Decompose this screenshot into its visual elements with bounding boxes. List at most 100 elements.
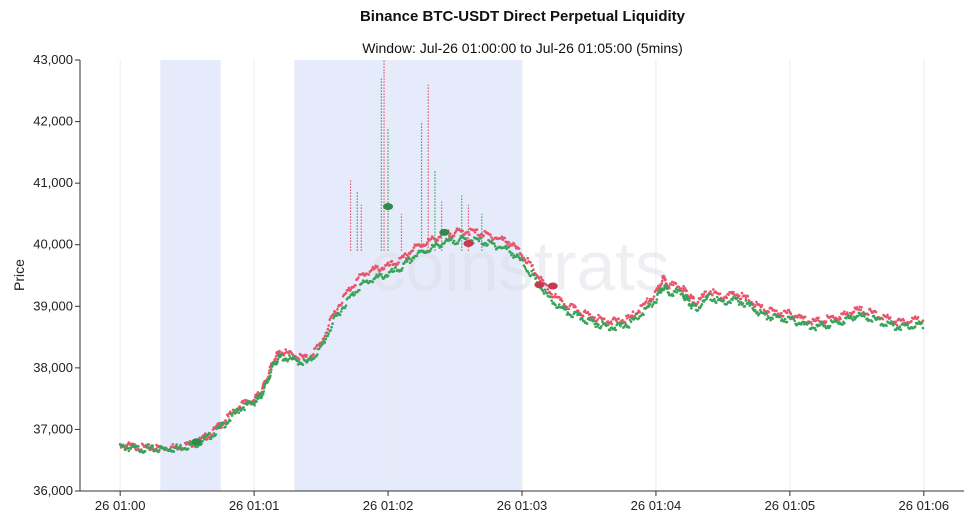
x-tick-label: 26 01:03 — [497, 498, 548, 513]
point-bid — [215, 427, 219, 431]
point-bid — [313, 356, 316, 360]
point-bid — [484, 241, 487, 245]
point-bid — [429, 247, 433, 250]
point-bid — [593, 322, 596, 326]
point-ask — [532, 268, 535, 272]
y-tick-label: 43,000 — [33, 52, 73, 67]
point-ask — [680, 287, 684, 290]
point-ask — [537, 277, 541, 280]
point-bid — [465, 237, 468, 240]
point-bid — [824, 324, 827, 328]
point-bid — [736, 299, 740, 303]
point-bid — [703, 299, 706, 302]
point-bid — [558, 303, 561, 306]
point-bid — [600, 325, 603, 328]
point-ask — [347, 286, 351, 290]
point-bid — [545, 291, 549, 295]
point-bid — [401, 267, 404, 270]
point-bid — [452, 239, 456, 243]
point-bid — [779, 315, 782, 319]
point-ask — [454, 229, 458, 233]
point-bid — [137, 445, 140, 448]
spikes — [349, 60, 483, 251]
point-ask — [397, 261, 400, 264]
point-bid — [535, 276, 538, 280]
point-bid — [228, 419, 232, 423]
point-bid — [608, 328, 612, 332]
point-bid — [619, 324, 622, 328]
point-bid — [331, 322, 334, 326]
point-bid — [207, 431, 211, 435]
point-bid — [257, 396, 260, 400]
point-ask — [855, 306, 859, 309]
trade-marker-bid — [383, 203, 394, 211]
point-bid — [326, 334, 330, 338]
trade-marker-ask — [463, 239, 474, 247]
point-bid — [897, 327, 901, 331]
grid-lines — [119, 60, 925, 491]
point-bid — [655, 301, 658, 304]
point-ask — [429, 237, 433, 241]
y-tick-label: 41,000 — [33, 175, 73, 190]
point-ask — [539, 275, 543, 279]
point-ask — [775, 309, 778, 313]
point-ask — [205, 437, 209, 441]
point-ask — [147, 443, 151, 446]
point-bid — [561, 305, 565, 309]
point-ask — [340, 301, 344, 305]
point-bid — [704, 295, 707, 299]
point-ask — [740, 291, 744, 295]
point-ask — [702, 293, 706, 296]
point-bid — [242, 406, 245, 409]
point-bid — [507, 246, 510, 249]
point-ask — [402, 255, 405, 259]
point-ask — [881, 317, 884, 321]
point-bid — [581, 317, 584, 321]
point-ask — [916, 316, 920, 319]
point-bid — [791, 315, 794, 318]
point-ask — [390, 259, 394, 263]
point-ask — [283, 352, 287, 355]
point-bid — [637, 317, 640, 320]
point-ask — [411, 249, 415, 252]
chart-title: Binance BTC-USDT Direct Perpetual Liquid… — [359, 8, 686, 25]
point-bid — [921, 326, 925, 330]
point-ask — [617, 317, 620, 321]
point-bid — [407, 256, 411, 260]
point-ask — [204, 432, 207, 435]
x-tick-label: 26 01:06 — [899, 498, 950, 513]
point-bid — [523, 265, 527, 269]
point-bid — [849, 315, 853, 318]
point-ask — [739, 297, 743, 301]
point-ask — [787, 308, 791, 312]
point-ask — [701, 295, 705, 298]
point-bid — [920, 321, 924, 324]
point-bid — [706, 295, 709, 299]
point-bid — [863, 315, 866, 318]
point-bid — [785, 320, 789, 324]
trade-marker-ask — [547, 282, 558, 290]
x-tick-labels: 26 01:00 26 01:01 26 01:02 26 01:03 26 01:04… — [95, 491, 949, 513]
point-bid — [715, 295, 719, 299]
point-ask — [490, 236, 493, 239]
point-ask — [522, 256, 526, 260]
point-bid — [765, 317, 769, 321]
point-bid — [768, 316, 772, 320]
point-bid — [807, 321, 811, 325]
point-ask — [754, 304, 757, 307]
point-bid — [280, 353, 284, 357]
point-ask — [571, 303, 574, 306]
point-ask — [839, 317, 842, 321]
point-ask — [646, 297, 649, 300]
point-bid — [493, 245, 497, 248]
point-ask — [574, 305, 577, 309]
point-ask — [660, 282, 663, 285]
point-ask — [586, 310, 590, 314]
point-bid — [309, 355, 312, 358]
point-bid — [390, 267, 394, 271]
point-bid — [253, 404, 256, 407]
point-bid — [549, 295, 552, 299]
point-ask — [227, 415, 230, 418]
x-tick-label: 26 01:02 — [363, 498, 414, 513]
point-ask — [376, 265, 379, 268]
